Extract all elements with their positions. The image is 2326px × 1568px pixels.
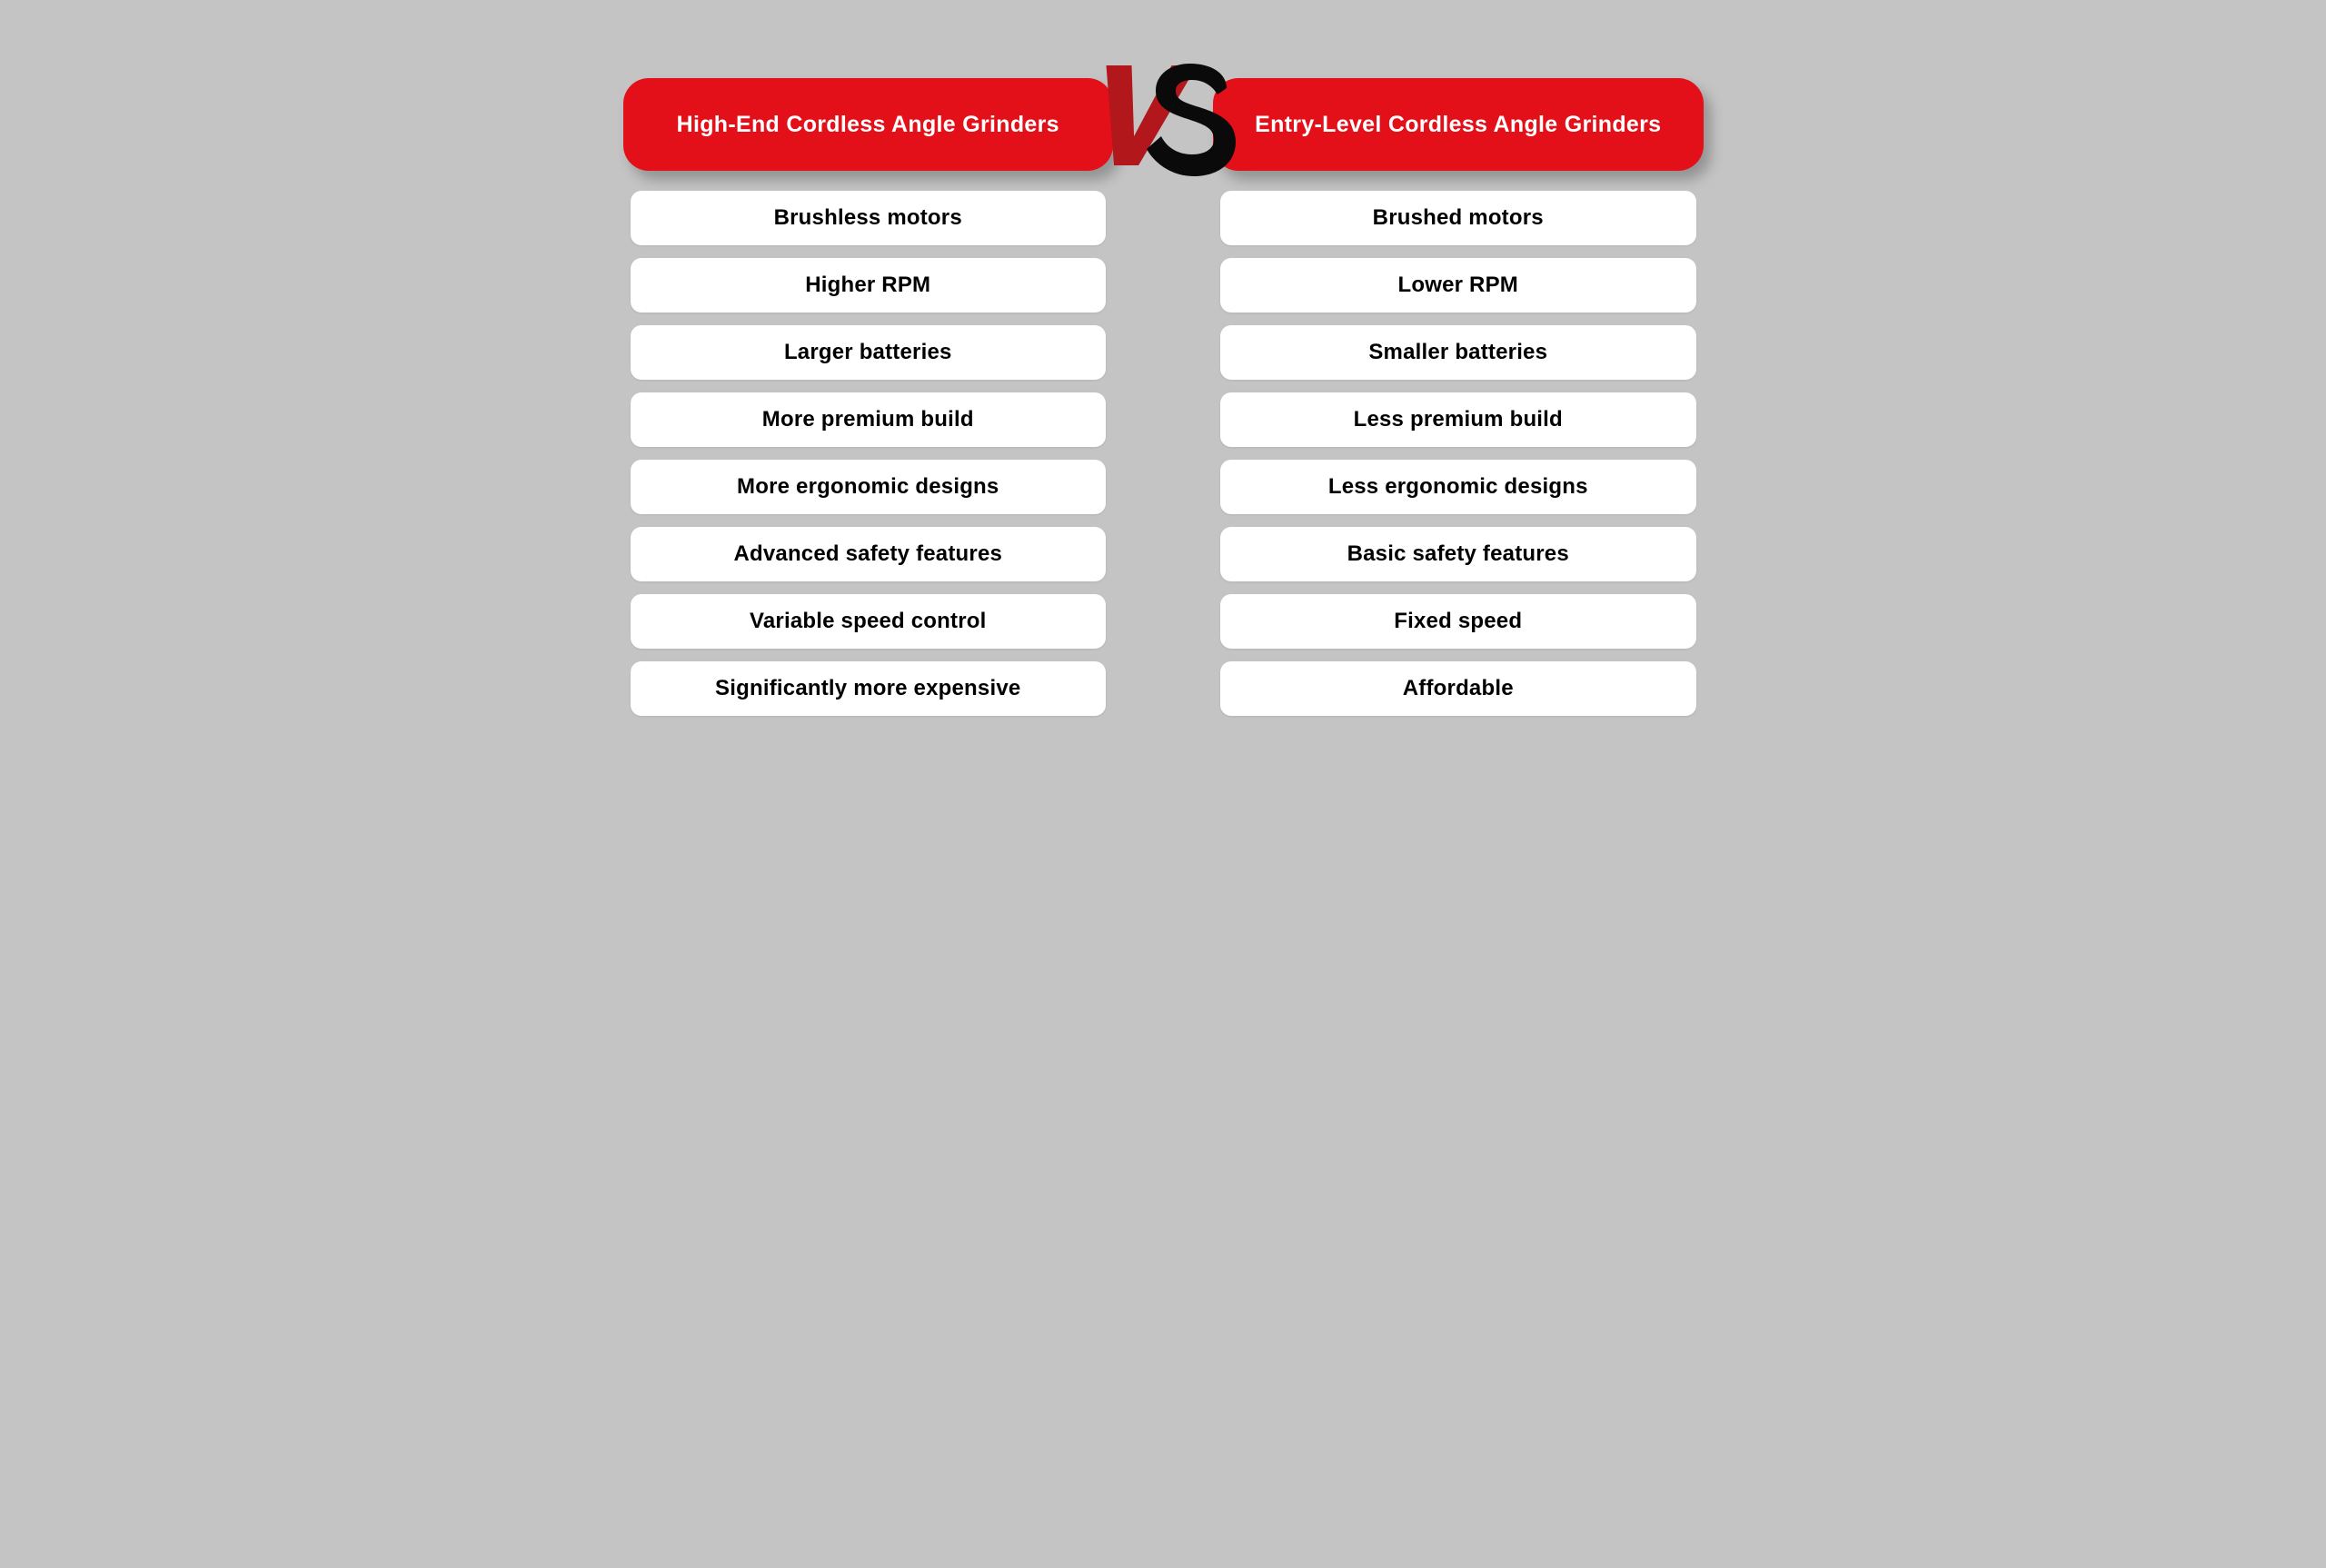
list-item: Brushless motors (631, 191, 1107, 245)
left-list: Brushless motors Higher RPM Larger batte… (623, 191, 1114, 716)
right-list: Brushed motors Lower RPM Smaller batteri… (1213, 191, 1704, 716)
comparison-infographic: High-End Cordless Angle Grinders Brushle… (560, 0, 1767, 814)
list-item: Larger batteries (631, 325, 1107, 380)
right-header: Entry-Level Cordless Angle Grinders (1213, 78, 1704, 171)
list-item: Variable speed control (631, 594, 1107, 649)
list-item: Less ergonomic designs (1220, 460, 1696, 514)
right-title: Entry-Level Cordless Angle Grinders (1255, 112, 1661, 138)
list-item: Smaller batteries (1220, 325, 1696, 380)
list-item: Fixed speed (1220, 594, 1696, 649)
list-item: Significantly more expensive (631, 661, 1107, 716)
list-item: Lower RPM (1220, 258, 1696, 313)
list-item: More premium build (631, 392, 1107, 447)
left-column: High-End Cordless Angle Grinders Brushle… (623, 78, 1114, 716)
right-column: Entry-Level Cordless Angle Grinders Brus… (1213, 78, 1704, 716)
columns: High-End Cordless Angle Grinders Brushle… (623, 78, 1704, 716)
list-item: Brushed motors (1220, 191, 1696, 245)
left-header: High-End Cordless Angle Grinders (623, 78, 1114, 171)
list-item: Less premium build (1220, 392, 1696, 447)
left-title: High-End Cordless Angle Grinders (677, 112, 1059, 138)
list-item: Higher RPM (631, 258, 1107, 313)
list-item: Affordable (1220, 661, 1696, 716)
list-item: More ergonomic designs (631, 460, 1107, 514)
list-item: Basic safety features (1220, 527, 1696, 581)
list-item: Advanced safety features (631, 527, 1107, 581)
